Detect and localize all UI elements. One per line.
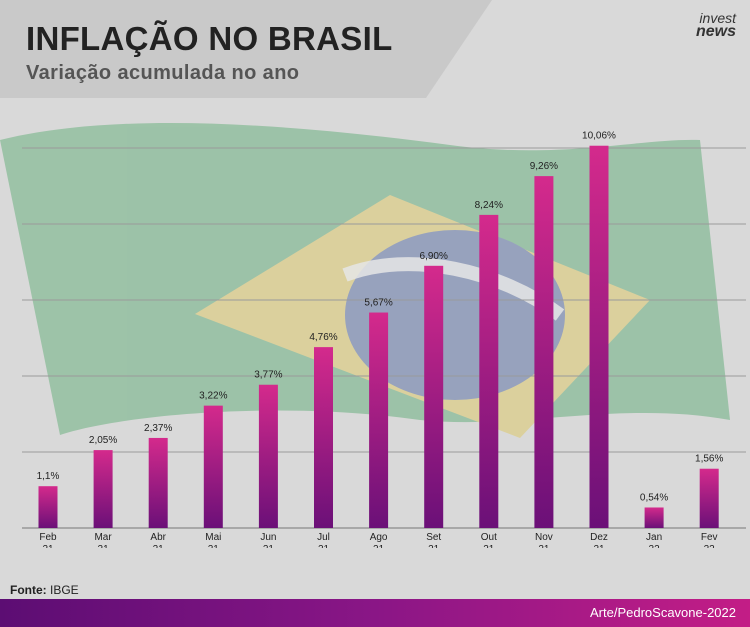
- x-tick-year: 21: [42, 544, 54, 548]
- x-tick-month: Dez: [590, 532, 608, 543]
- value-label: 3,22%: [199, 391, 227, 402]
- art-credit: Arte/PedroScavone-2022: [590, 605, 736, 620]
- x-tick-labels: Feb21Mar21Abr21Mai21Jun21Jul21Ago21Set21…: [39, 532, 717, 548]
- value-labels: 1,1% 2,05% 2,37% 3,22% 3,77% 4,76% 5,67% 6,90% 8…: [37, 131, 724, 504]
- x-tick-month: Feb: [39, 532, 57, 543]
- x-tick-month: Nov: [535, 532, 553, 543]
- value-label: 1,56%: [695, 454, 723, 465]
- value-label: 10,06%: [582, 131, 616, 142]
- source-value: IBGE: [50, 583, 79, 597]
- x-tick-year: 21: [98, 544, 110, 548]
- x-tick-year: 21: [263, 544, 275, 548]
- x-tick-month: Ago: [370, 532, 388, 543]
- value-label: 9,26%: [530, 161, 558, 172]
- bar: [38, 486, 58, 528]
- logo-text-bottom: news: [695, 23, 736, 40]
- chart-subtitle: Variação acumulada no ano: [26, 62, 300, 84]
- x-tick-month: Out: [481, 532, 497, 543]
- value-label: 4,76%: [309, 332, 337, 343]
- title-band-shape: [0, 0, 492, 98]
- source-label: Fonte:: [10, 583, 47, 597]
- bar: [314, 347, 333, 528]
- x-tick-month: Jul: [317, 532, 330, 543]
- x-tick-year: 22: [704, 544, 716, 548]
- chart-title: INFLAÇÃO NO BRASIL: [26, 20, 393, 57]
- title-band: INFLAÇÃO NO BRASIL Variação acumulada no…: [0, 0, 750, 100]
- x-tick-month: Mar: [94, 532, 112, 543]
- bar: [148, 437, 168, 528]
- x-tick-year: 21: [483, 544, 495, 548]
- x-tick-month: Set: [426, 532, 441, 543]
- value-label: 8,24%: [475, 200, 503, 211]
- value-label: 5,67%: [364, 298, 392, 309]
- x-tick-month: Abr: [150, 532, 166, 543]
- x-tick-month: Fev: [701, 532, 718, 543]
- bar-chart: 1,1% 2,05% 2,37% 3,22% 3,77% 4,76% 5,67% 6,90% 8…: [0, 123, 746, 548]
- bars: [38, 145, 719, 528]
- value-label: 1,1%: [37, 471, 60, 482]
- value-label: 0,54%: [640, 492, 668, 503]
- x-tick-year: 21: [428, 544, 440, 548]
- investnews-logo: invest news: [676, 10, 736, 40]
- x-tick-month: Jun: [260, 532, 276, 543]
- source-note: Fonte: IBGE: [10, 583, 79, 597]
- bar: [589, 145, 609, 528]
- x-tick-month: Mai: [205, 532, 221, 543]
- x-tick-year: 21: [208, 544, 220, 548]
- value-label: 2,05%: [89, 435, 117, 446]
- brazil-flag-background: [0, 123, 730, 438]
- x-tick-month: Jan: [646, 532, 662, 543]
- footer-bar: Arte/PedroScavone-2022: [0, 599, 750, 627]
- title-plate: [0, 0, 492, 98]
- x-tick-year: 21: [153, 544, 165, 548]
- bar: [699, 468, 719, 528]
- flag-blue-globe: [345, 230, 565, 400]
- value-label: 3,77%: [254, 370, 282, 381]
- value-label: 2,37%: [144, 423, 172, 434]
- bar: [424, 265, 444, 528]
- bar: [203, 405, 223, 528]
- bar: [644, 507, 664, 528]
- grid-lines: [22, 147, 746, 529]
- value-label: 6,90%: [420, 251, 448, 262]
- x-tick-year: 21: [318, 544, 330, 548]
- x-tick-year: 21: [373, 544, 385, 548]
- bar: [479, 214, 499, 528]
- logo-text-top: invest: [699, 10, 736, 26]
- bar: [258, 384, 278, 528]
- bar: [93, 450, 113, 528]
- x-tick-year: 21: [538, 544, 550, 548]
- x-tick-year: 21: [593, 544, 605, 548]
- bar: [534, 176, 554, 528]
- bar: [369, 312, 389, 528]
- x-tick-year: 22: [649, 544, 661, 548]
